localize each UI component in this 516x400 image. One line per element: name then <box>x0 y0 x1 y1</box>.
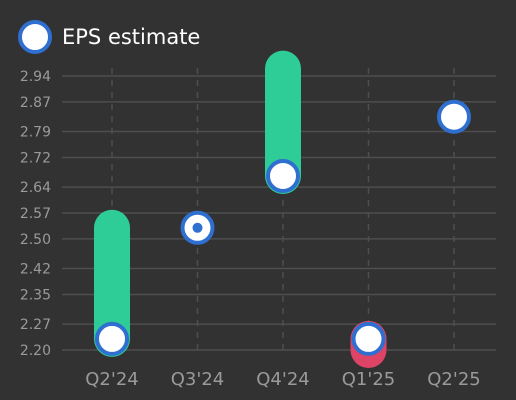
y-tick-label: 2.72 <box>20 150 51 166</box>
y-tick-label: 2.50 <box>20 232 51 248</box>
y-tick-label: 2.57 <box>20 206 51 222</box>
estimate-point <box>266 158 300 193</box>
x-tick-label: Q3'24 <box>171 369 224 390</box>
y-tick-label: 2.20 <box>20 343 51 359</box>
y-tick-label: 2.79 <box>20 125 51 141</box>
points <box>95 99 471 356</box>
y-axis-ticks: 2.20 2.27 2.35 2.42 2.50 2.57 2.64 2.72 2.79 2.87… <box>20 69 51 359</box>
estimate-point <box>351 321 386 356</box>
x-tick-label: Q4'24 <box>256 369 309 390</box>
y-tick-label: 2.35 <box>20 287 51 303</box>
estimate-point <box>437 99 471 134</box>
bar-beat <box>94 209 130 357</box>
legend[interactable]: EPS estimate <box>18 19 200 55</box>
y-tick-label: 2.87 <box>20 95 51 111</box>
y-tick-label: 2.64 <box>20 180 51 196</box>
y-tick-label: 2.42 <box>20 262 51 278</box>
actual-point <box>192 222 203 233</box>
bar-beat <box>265 50 301 194</box>
y-tick-label: 2.27 <box>20 317 51 333</box>
x-axis-ticks: Q2'24 Q3'24 Q4'24 Q1'25 Q2'25 <box>85 369 480 390</box>
x-tick-label: Q2'25 <box>427 369 480 390</box>
x-tick-label: Q2'24 <box>85 369 138 390</box>
legend-label: EPS estimate <box>62 25 201 49</box>
x-tick-label: Q1'25 <box>342 369 395 390</box>
y-tick-label: 2.94 <box>20 69 51 85</box>
estimate-point <box>95 321 129 356</box>
legend-marker-icon <box>18 20 52 54</box>
bars <box>94 50 387 368</box>
